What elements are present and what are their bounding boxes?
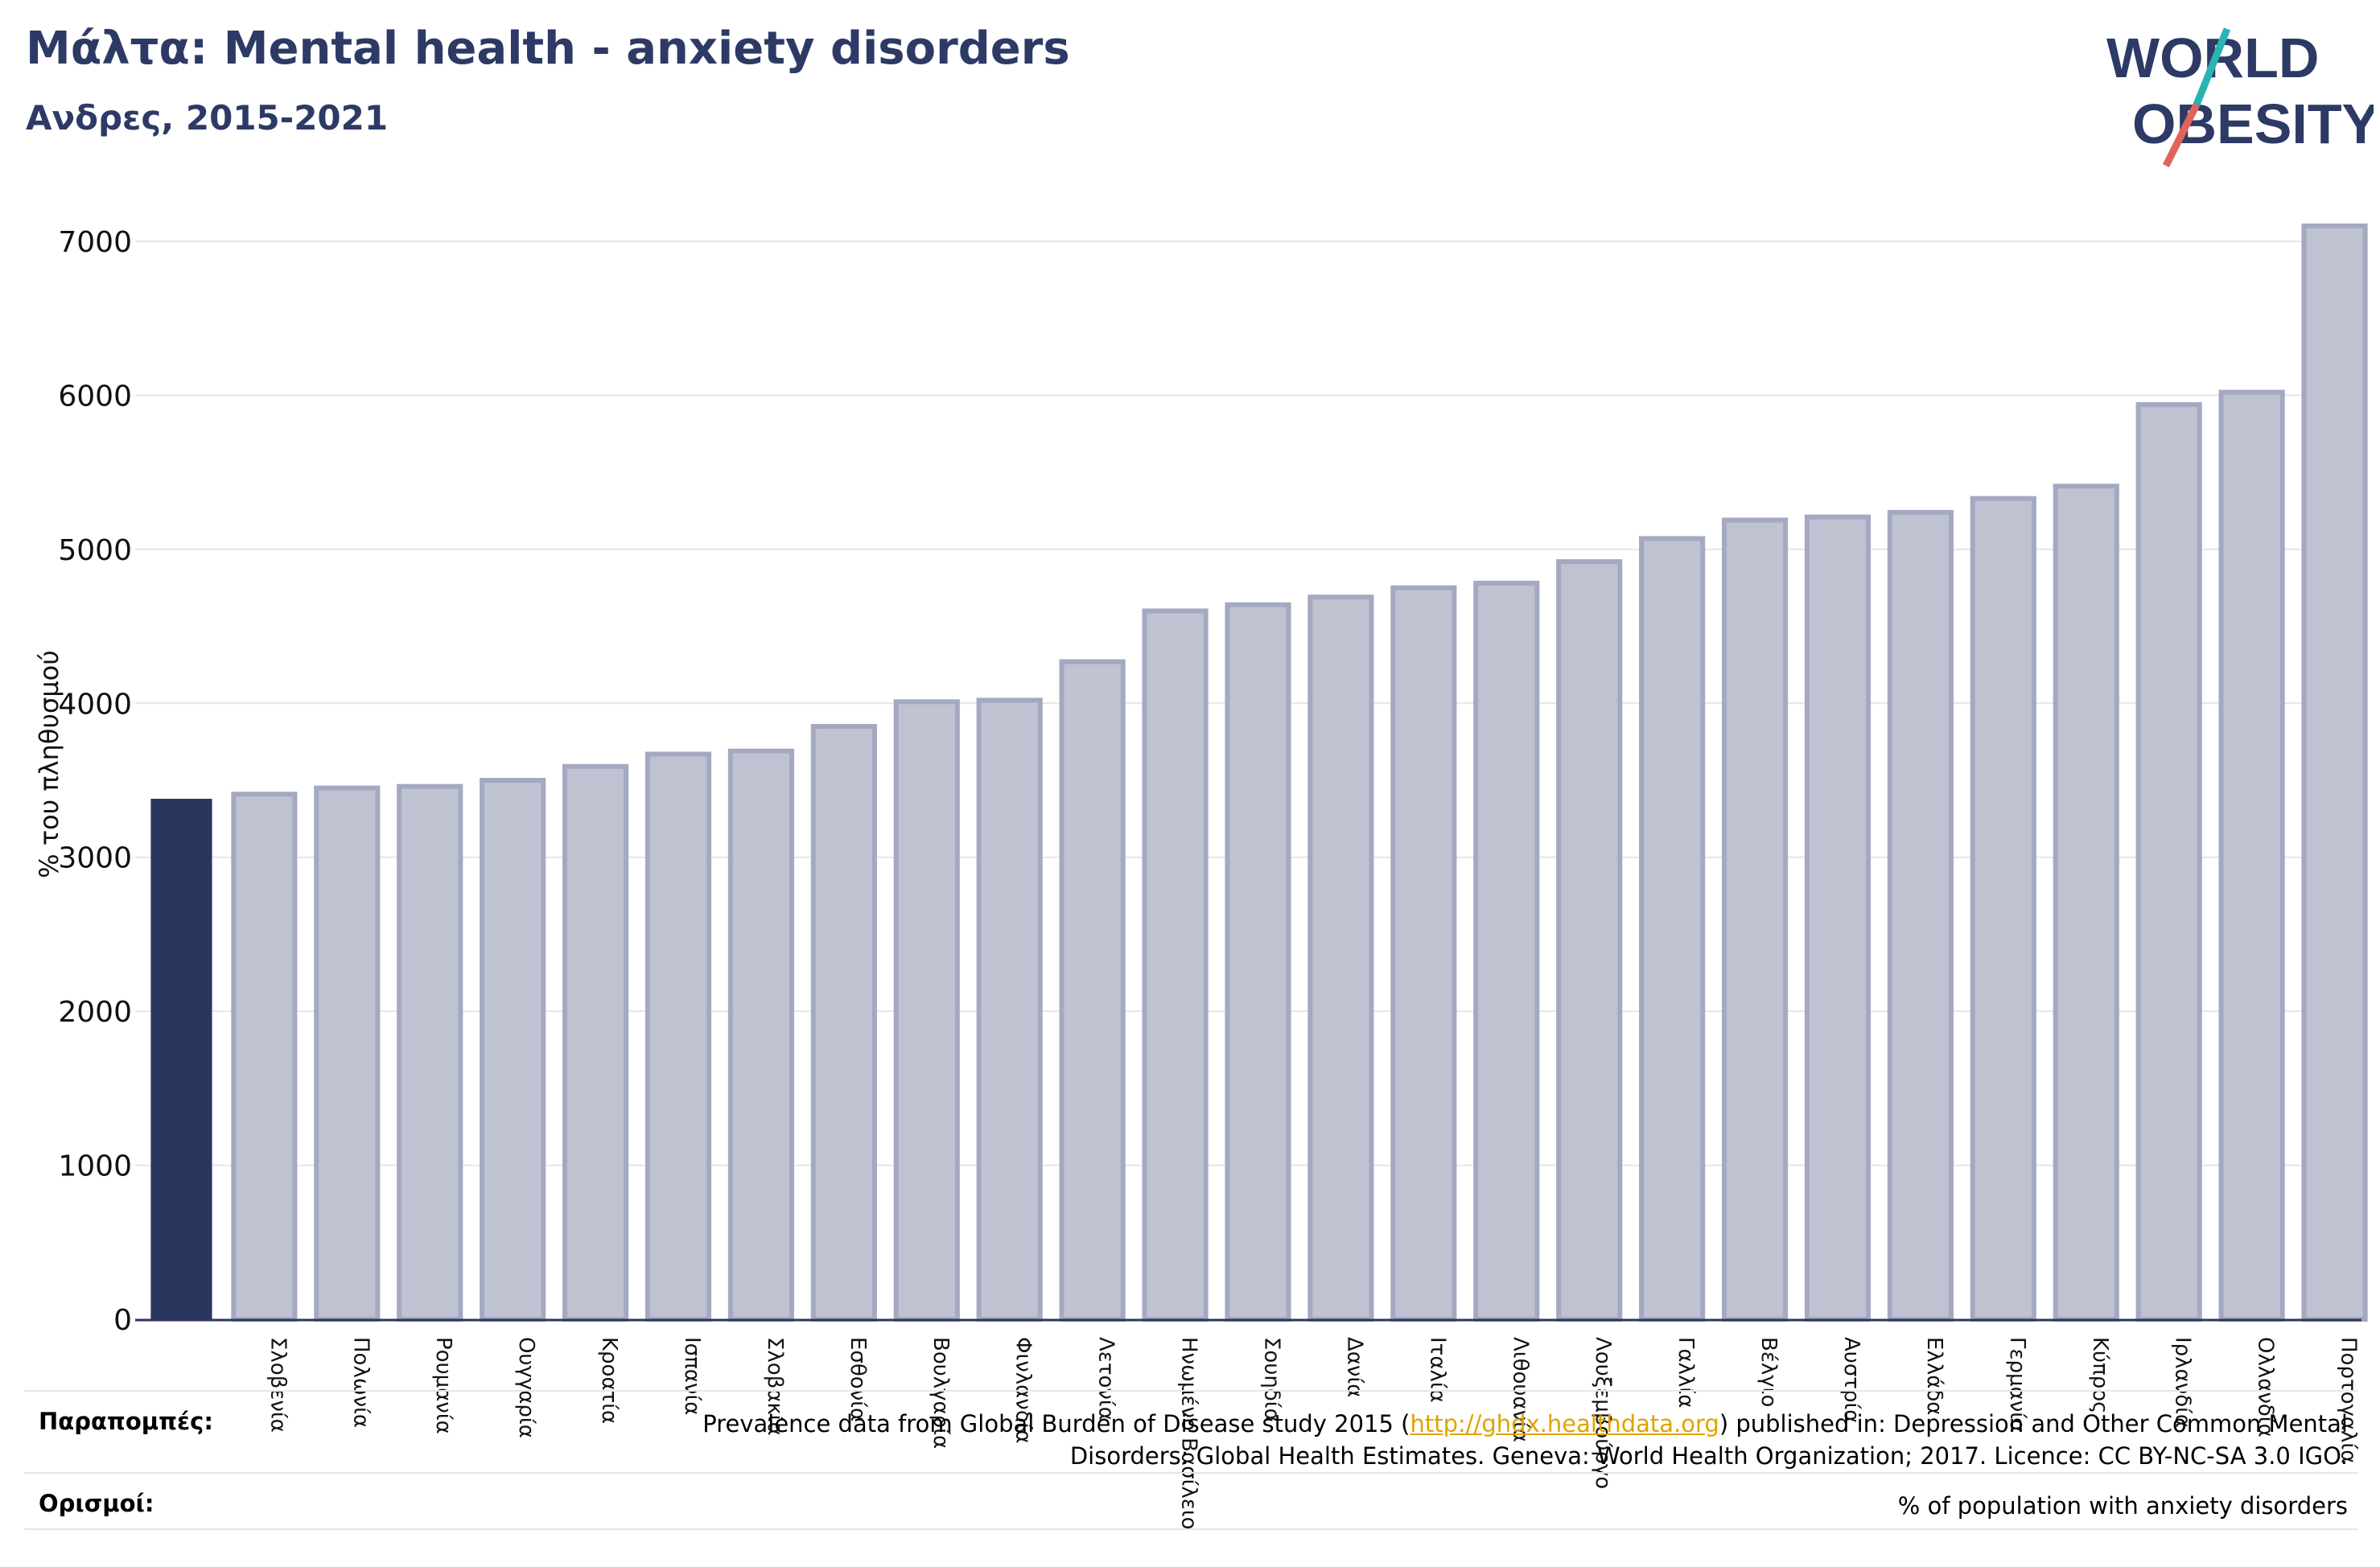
- x-tick-label: Λουξεμβούργο: [1591, 1337, 1615, 1489]
- footer-divider-middle: [24, 1472, 2357, 1474]
- x-tick-label: Κροατία: [597, 1337, 621, 1424]
- references-text: Prevalence data from Global Burden of Di…: [702, 1408, 2348, 1472]
- bar-Δανία: [1307, 594, 1374, 1322]
- y-tick-label: 5000: [58, 534, 132, 567]
- bar-Γερμανία: [1970, 496, 2036, 1322]
- bar-Αυστρία: [1804, 514, 1871, 1322]
- bars: [150, 223, 2368, 1322]
- logo-slash-top: [2193, 27, 2231, 106]
- y-tick-label: 4000: [58, 688, 132, 721]
- bar-Σλοβενία: [231, 792, 298, 1322]
- bar-Εσθονία: [810, 724, 877, 1322]
- bar-Πορτογαλία: [2301, 223, 2368, 1322]
- x-tick-label: Κύπρος: [2088, 1337, 2112, 1413]
- x-tick-label: Ισπανία: [680, 1337, 704, 1415]
- footer-divider-bottom: [24, 1528, 2357, 1530]
- x-tick-label: Λετονία: [1094, 1337, 1118, 1421]
- x-tick-label: Δανία: [1342, 1337, 1366, 1397]
- y-tick-label: 1000: [58, 1150, 132, 1183]
- x-tick-label: Λιθουανία: [1508, 1337, 1532, 1442]
- references-text-pre: Prevalence data from Global Burden of Di…: [702, 1410, 1410, 1437]
- x-tick-label: Βουλγαρία: [929, 1337, 953, 1449]
- world-obesity-logo: WORLD OBESITY: [2106, 27, 2374, 168]
- references-label: Παραπομπές:: [39, 1408, 213, 1435]
- y-tick-label: 3000: [58, 842, 132, 875]
- bar-Λουξεμβούργο: [1556, 559, 1623, 1322]
- bar-Πολωνία: [314, 785, 381, 1322]
- y-tick-label: 7000: [58, 226, 132, 259]
- bar-Ιταλία: [1390, 585, 1457, 1322]
- x-tick-label: Ουγγαρία: [514, 1337, 538, 1438]
- bar-Ρουμανία: [397, 784, 463, 1322]
- bar-Μάλτα: [150, 798, 212, 1319]
- footer-divider-top: [24, 1390, 2357, 1392]
- x-tick-label: Ηνωμένο Βασίλειο: [1177, 1337, 1201, 1530]
- bar-Σλοβακία: [727, 748, 795, 1322]
- references-text-line2: Disorders: Global Health Estimates. Gene…: [1069, 1442, 2348, 1470]
- y-tick-label: 0: [113, 1304, 132, 1337]
- bar-Ουγγαρία: [480, 778, 546, 1322]
- bar-Ισπανία: [644, 751, 712, 1322]
- x-tick-label: Πορτογαλία: [2337, 1337, 2361, 1463]
- x-tick-label: Βέλγιο: [1756, 1337, 1781, 1407]
- bar-Ελλάδα: [1887, 509, 1954, 1322]
- bar-Βουλγαρία: [893, 699, 960, 1322]
- x-tick-label: Σλοβενία: [266, 1337, 290, 1433]
- bar-Ιρλανδία: [2135, 401, 2202, 1322]
- y-tick-label: 6000: [58, 380, 132, 413]
- bar-Κύπρος: [2053, 483, 2119, 1322]
- x-tick-label: Γερμανία: [2005, 1337, 2029, 1433]
- x-tick-label: Σλοβακία: [763, 1337, 787, 1436]
- bar-Κροατία: [562, 763, 629, 1322]
- y-axis-ticks: 0 1000 2000 3000 4000 5000 6000 7000: [58, 226, 132, 1337]
- x-tick-label: Γαλλία: [1674, 1337, 1698, 1408]
- x-tick-label: Πολωνία: [348, 1337, 373, 1428]
- bar-Ηνωμένο Βασίλειο: [1142, 608, 1209, 1322]
- logo-slash-bottom: [2162, 102, 2201, 168]
- x-tick-label: Αυστρία: [1839, 1337, 1863, 1423]
- x-tick-label: Σουηδία: [1260, 1337, 1284, 1422]
- chart-title: Μάλτα: Mental health - anxiety disorders: [26, 23, 1070, 75]
- x-tick-label: Ρουμανία: [431, 1337, 455, 1434]
- x-axis-tick-labels: Σλοβενία Πολωνία Ρουμανία Ουγγαρία Κροατία Ισ…: [266, 1337, 2360, 1530]
- x-tick-label: Ολλανδία: [2254, 1337, 2278, 1437]
- chart-subtitle: Ανδρες, 2015-2021: [26, 98, 389, 138]
- x-tick-label: Ιταλία: [1425, 1337, 1449, 1403]
- bar-Ολλανδία: [2218, 389, 2285, 1322]
- bar-Βέλγιο: [1721, 517, 1789, 1322]
- bar-Σουηδία: [1225, 602, 1291, 1322]
- y-tick-label: 2000: [58, 996, 132, 1029]
- bar-Γαλλία: [1639, 536, 1706, 1322]
- x-tick-label: Ελλάδα: [1922, 1337, 1946, 1415]
- bar-Λιθουανία: [1473, 580, 1540, 1322]
- x-tick-label: Ιρλανδία: [2171, 1337, 2195, 1428]
- bar-Φινλανδία: [976, 697, 1043, 1322]
- definitions-label: Ορισμοί:: [39, 1490, 154, 1517]
- references-link[interactable]: http://ghdx.healthdata.org: [1410, 1410, 1719, 1437]
- bar-Λετονία: [1059, 659, 1126, 1322]
- definitions-text: % of population with anxiety disorders: [1897, 1492, 2348, 1520]
- references-text-post: ) published in: Depression and Other Com…: [1719, 1410, 2348, 1437]
- x-tick-label: Εσθονία: [846, 1337, 870, 1421]
- y-axis-title: % του πληθυσμού: [34, 650, 64, 878]
